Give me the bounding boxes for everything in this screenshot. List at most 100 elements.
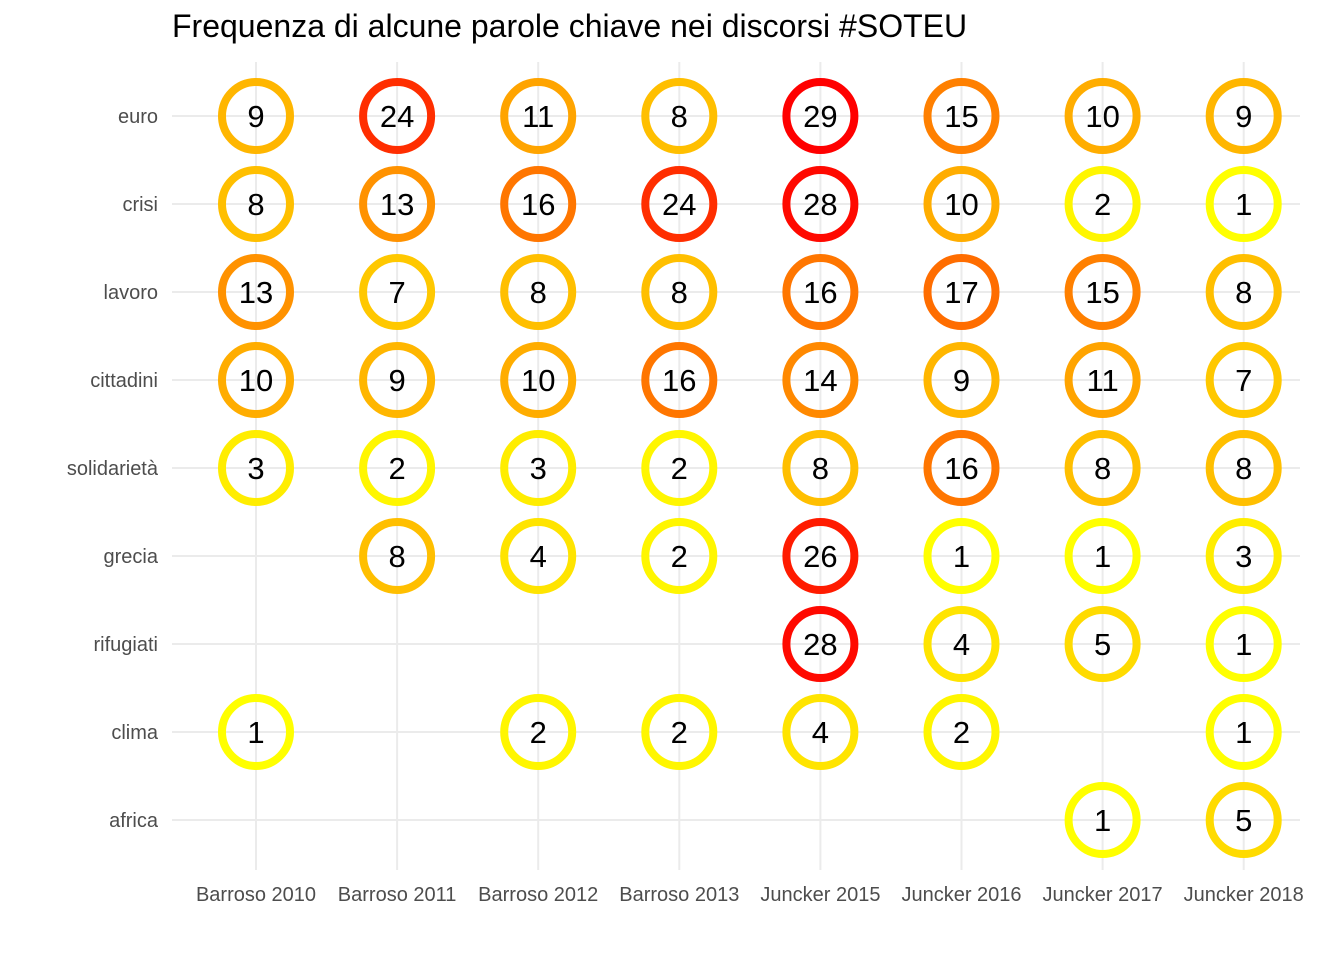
data-label: 16 (803, 275, 837, 310)
data-label: 8 (1235, 275, 1252, 310)
data-ring (359, 78, 436, 154)
data-label: 9 (388, 363, 405, 398)
data-label: 10 (521, 363, 555, 398)
data-label: 2 (671, 451, 688, 486)
data-ring (923, 518, 1000, 594)
data-label: 1 (1094, 539, 1111, 574)
data-ring (641, 518, 718, 594)
data-ring (782, 342, 859, 418)
data-label: 8 (247, 187, 264, 222)
data-ring (500, 518, 577, 594)
data-label: 2 (671, 539, 688, 574)
y-tick-label: rifugiati (94, 634, 158, 656)
data-ring (641, 254, 718, 330)
data-ring (1064, 342, 1141, 418)
data-label: 1 (1235, 715, 1252, 750)
data-label: 1 (1235, 627, 1252, 662)
data-ring (218, 694, 294, 770)
y-tick-label: africa (109, 810, 159, 832)
data-ring (782, 166, 859, 242)
data-label: 2 (1094, 187, 1111, 222)
x-tick-label: Juncker 2017 (1043, 884, 1163, 906)
data-label: 9 (247, 99, 264, 134)
data-label: 7 (1235, 363, 1252, 398)
data-ring (923, 342, 1000, 418)
data-ring (1064, 430, 1141, 506)
data-ring (359, 342, 436, 418)
data-label: 15 (1085, 275, 1119, 310)
data-ring (1205, 342, 1282, 418)
data-ring (923, 694, 1000, 770)
data-label: 14 (803, 363, 837, 398)
data-label: 3 (247, 451, 264, 486)
data-ring (923, 254, 1000, 330)
data-ring (1205, 694, 1282, 770)
data-ring (500, 78, 577, 154)
data-label: 11 (1087, 363, 1119, 398)
data-ring (218, 254, 294, 330)
data-ring (923, 430, 1000, 506)
data-ring (782, 430, 859, 506)
data-ring (641, 78, 718, 154)
data-label: 4 (530, 539, 547, 574)
data-ring (782, 606, 859, 682)
data-label: 9 (1235, 99, 1252, 134)
data-ring (1205, 606, 1282, 682)
data-label: 8 (1235, 451, 1252, 486)
x-axis-tick-labels: Barroso 2010 Barroso 2011 Barroso 2012 Barr… (196, 884, 1304, 906)
x-tick-label: Barroso 2011 (338, 884, 457, 906)
data-label: 16 (662, 363, 696, 398)
data-ring (1205, 254, 1282, 330)
data-ring (500, 430, 577, 506)
data-label: 13 (380, 187, 414, 222)
data-ring (1064, 166, 1141, 242)
data-label: 2 (671, 715, 688, 750)
data-marks: 9 24 11 8 29 15 10 98 13 16 24 28 10 2 113 7 8 8 16 17 15 810… (218, 78, 1282, 858)
data-label: 16 (521, 187, 555, 222)
data-ring (641, 430, 718, 506)
data-ring (923, 78, 1000, 154)
data-ring (641, 166, 718, 242)
x-tick-label: Juncker 2018 (1184, 884, 1304, 906)
data-label: 4 (812, 715, 829, 750)
data-label: 28 (803, 187, 837, 222)
data-ring (1205, 518, 1282, 594)
data-ring (923, 166, 1000, 242)
data-ring (218, 342, 294, 418)
data-ring (923, 606, 1000, 682)
data-label: 8 (671, 275, 688, 310)
data-label: 1 (247, 715, 264, 750)
y-tick-label: clima (111, 722, 159, 744)
data-label: 3 (530, 451, 547, 486)
data-label: 17 (944, 275, 978, 310)
data-label: 8 (388, 539, 405, 574)
data-label: 8 (671, 99, 688, 134)
data-ring (500, 166, 577, 242)
y-tick-label: cittadini (90, 370, 158, 392)
data-label: 24 (380, 99, 414, 134)
data-ring (218, 430, 294, 506)
data-ring (1205, 166, 1282, 242)
chart-title: Frequenza di alcune parole chiave nei di… (172, 8, 968, 44)
data-label: 2 (388, 451, 405, 486)
data-ring (641, 342, 718, 418)
x-tick-label: Juncker 2015 (760, 884, 880, 906)
data-ring (500, 694, 577, 770)
data-ring (782, 518, 859, 594)
y-tick-label: euro (118, 106, 158, 128)
data-ring (359, 254, 436, 330)
data-label: 1 (1235, 187, 1252, 222)
data-label: 13 (239, 275, 273, 310)
data-ring (782, 694, 859, 770)
data-label: 5 (1235, 803, 1252, 838)
x-tick-label: Barroso 2013 (619, 884, 739, 906)
data-ring (1064, 518, 1141, 594)
data-label: 26 (803, 539, 837, 574)
data-label: 10 (1085, 99, 1119, 134)
data-ring (1064, 606, 1141, 682)
data-ring (359, 518, 436, 594)
data-ring (1205, 78, 1282, 154)
data-label: 15 (944, 99, 978, 134)
y-tick-label: crisi (122, 194, 158, 216)
